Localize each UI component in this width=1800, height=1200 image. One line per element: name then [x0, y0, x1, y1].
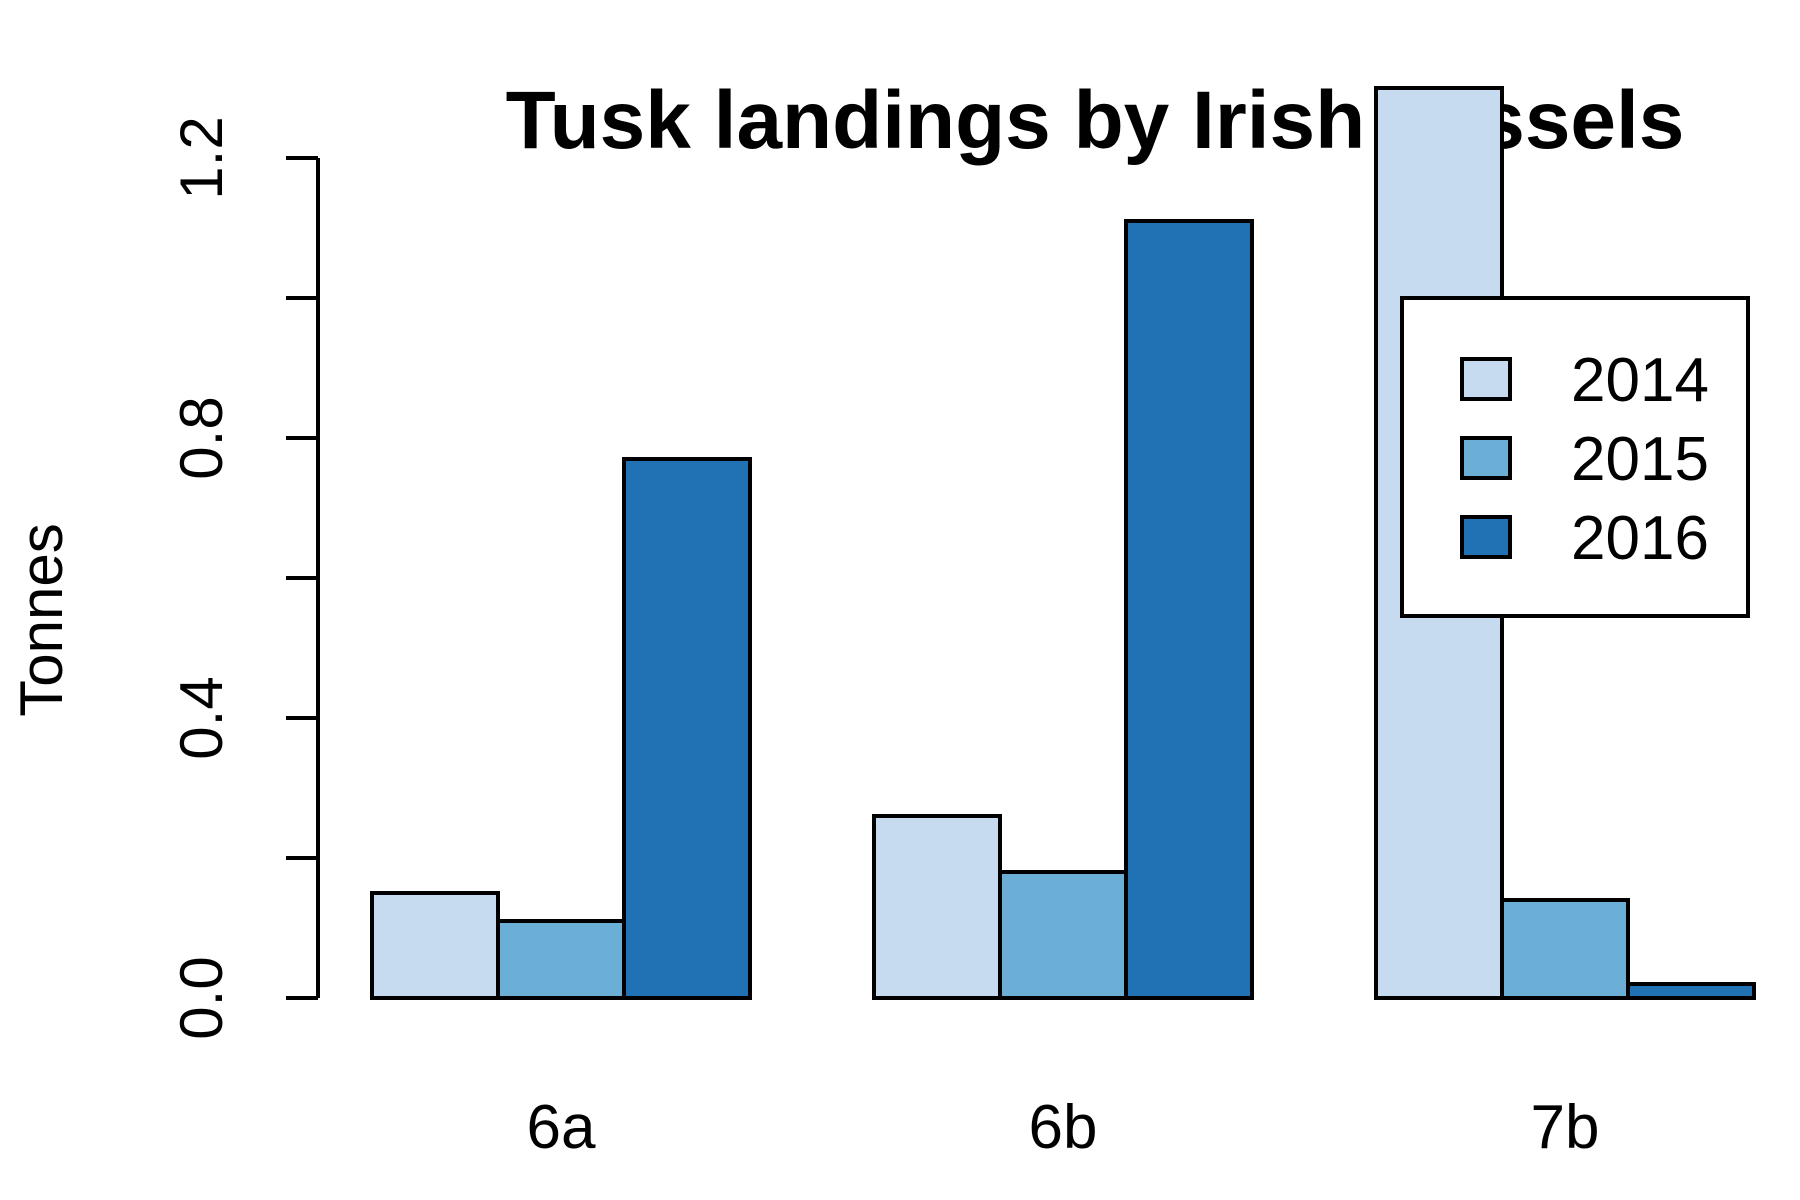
y-tick-label: 0.0	[168, 956, 235, 1039]
x-category-label: 6b	[1029, 1093, 1098, 1162]
y-tick-label: 0.8	[168, 396, 235, 479]
y-tick-label: 1.2	[168, 116, 235, 199]
bar-7b-2016	[1626, 982, 1756, 1000]
bar-6b-2016	[1124, 219, 1254, 1000]
bar-6b-2015	[998, 870, 1128, 1000]
legend-label: 2015	[1571, 425, 1709, 494]
legend-swatch-2016	[1460, 515, 1512, 559]
legend: 2014 2015 2016	[1400, 296, 1750, 618]
legend-swatch-2014	[1460, 357, 1512, 401]
bar-6a-2015	[496, 919, 626, 1000]
legend-box	[1400, 296, 1750, 618]
x-category-label: 6a	[527, 1093, 596, 1162]
bar-6a-2016	[622, 457, 752, 1000]
y-axis-label: Tonnes	[8, 523, 75, 716]
y-tick-label: 0.4	[168, 676, 235, 759]
bar-7b-2015	[1500, 898, 1630, 1000]
category-labels: 6a 6b 7b	[527, 1093, 1600, 1162]
bar-6b-2014	[872, 814, 1002, 1000]
bar-6a-2014	[370, 891, 500, 1000]
x-category-label: 7b	[1531, 1093, 1600, 1162]
legend-label: 2014	[1571, 346, 1709, 415]
legend-swatch-2015	[1460, 436, 1512, 480]
y-axis: 0.0 0.4 0.8 1.2	[168, 116, 320, 1040]
legend-label: 2016	[1571, 504, 1709, 573]
chart-title: Tusk landings by Irish vessels	[506, 75, 1685, 166]
